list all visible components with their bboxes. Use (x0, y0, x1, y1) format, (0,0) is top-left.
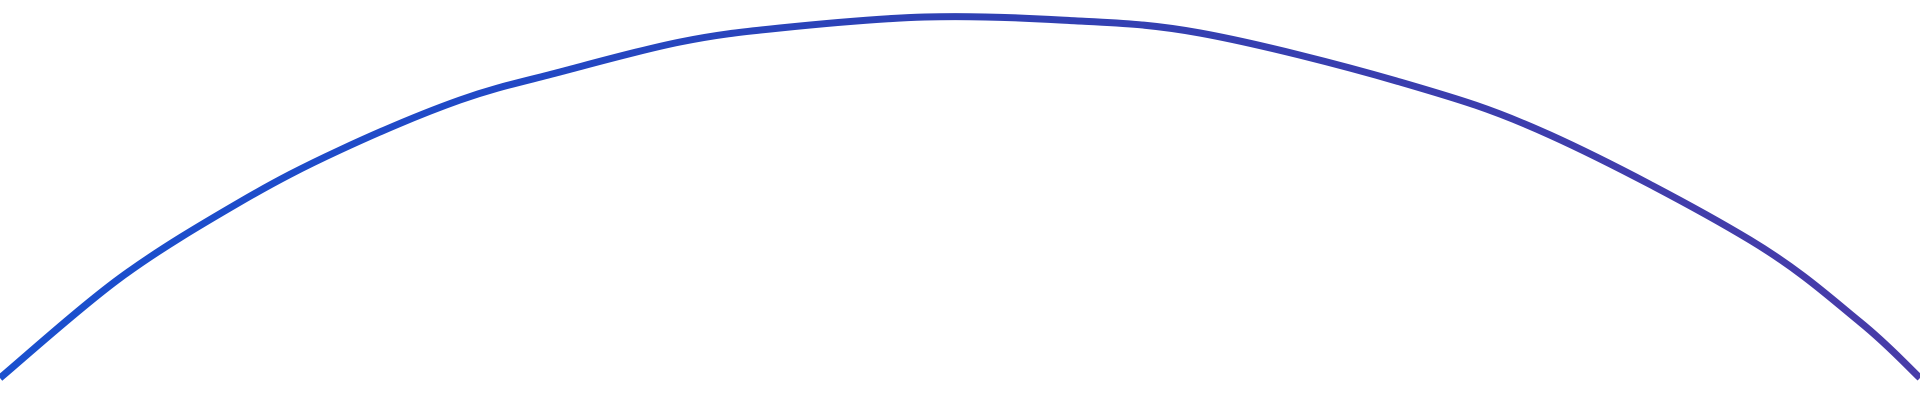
arc-curve-path (0, 13, 1920, 381)
series-arc (0, 13, 1920, 381)
